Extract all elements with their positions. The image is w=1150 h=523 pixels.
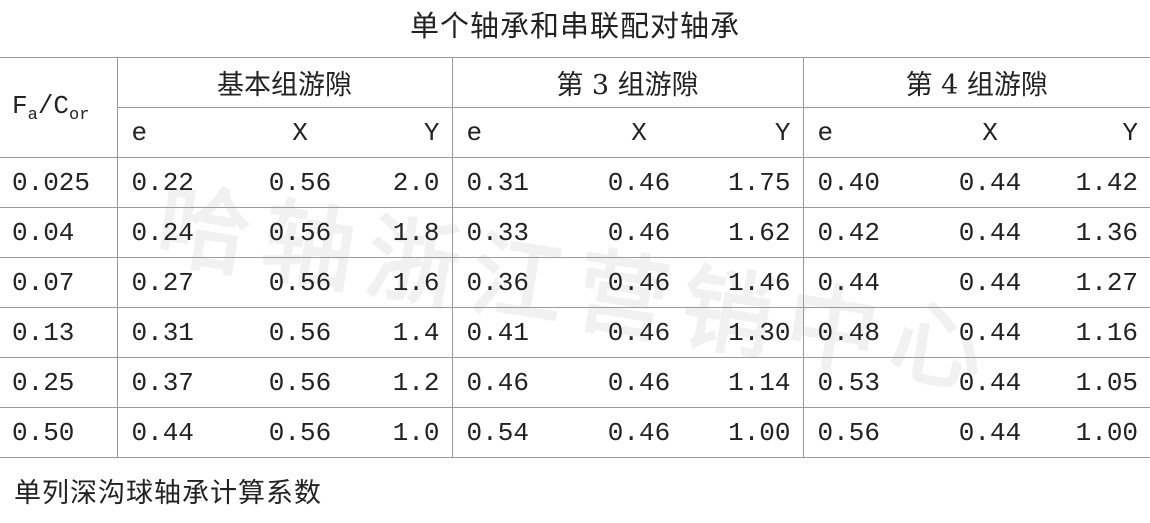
cell: 0.33 xyxy=(451,207,570,258)
cell: 1.46 xyxy=(709,257,804,308)
cell: 0.44 xyxy=(116,407,230,458)
cell: 0.44 xyxy=(920,157,1061,208)
cell: 0.07 xyxy=(0,257,117,308)
cell: 1.62 xyxy=(709,207,804,258)
cell: 0.37 xyxy=(116,357,230,408)
header-row: Fa/Cor 基本组游隙第 3 组游隙第 4 组游隙 xyxy=(0,57,1150,158)
cell: 1.00 xyxy=(1060,407,1150,458)
cell: 0.42 xyxy=(802,207,921,258)
cell: 0.46 xyxy=(569,407,710,458)
subheader: X xyxy=(569,107,710,158)
cell: 0.36 xyxy=(451,257,570,308)
cell: 1.27 xyxy=(1060,257,1150,308)
cell: 0.56 xyxy=(230,157,370,208)
table-title: 单个轴承和串联配对轴承 xyxy=(409,9,740,43)
cell: 1.42 xyxy=(1060,157,1150,208)
subheader: Y xyxy=(1060,107,1150,158)
cell: 0.44 xyxy=(920,257,1061,308)
cell: 0.54 xyxy=(451,407,570,458)
corner-part: or xyxy=(69,105,90,125)
corner-part: a xyxy=(27,105,38,125)
cell: 1.0 xyxy=(370,407,453,458)
subheader: e xyxy=(116,107,230,158)
cell: 0.46 xyxy=(569,207,710,258)
cell: 0.56 xyxy=(230,357,370,408)
data-row: 0.07 0.27 0.56 1.6 0.36 0.46 1.46 0.44 0.44 1.27 xyxy=(0,257,1150,308)
cell: 0.46 xyxy=(569,307,710,358)
data-row: 0.04 0.24 0.56 1.8 0.33 0.46 1.62 0.42 0.44 1.36 xyxy=(0,207,1150,258)
group-header: 基本组游隙 xyxy=(116,57,453,108)
cell: 0.27 xyxy=(116,257,230,308)
cell: 0.24 xyxy=(116,207,230,258)
cell: 0.56 xyxy=(230,307,370,358)
cell: 0.44 xyxy=(920,357,1061,408)
cell: 0.41 xyxy=(451,307,570,358)
cell: 0.40 xyxy=(802,157,921,208)
subheader: X xyxy=(920,107,1061,158)
cell: 1.00 xyxy=(709,407,804,458)
cell: 1.30 xyxy=(709,307,804,358)
cell: 0.56 xyxy=(802,407,921,458)
cell: 2.0 xyxy=(370,157,453,208)
cell: 0.44 xyxy=(920,307,1061,358)
data-row: 0.13 0.31 0.56 1.4 0.41 0.46 1.30 0.48 0.44 1.16 xyxy=(0,307,1150,358)
cell: 0.13 xyxy=(0,307,117,358)
subheader: e xyxy=(802,107,921,158)
cell: 0.31 xyxy=(116,307,230,358)
cell: 0.56 xyxy=(230,257,370,308)
cell: 0.44 xyxy=(920,207,1061,258)
cell: 0.46 xyxy=(569,157,710,208)
subheader: Y xyxy=(709,107,804,158)
cell: 0.48 xyxy=(802,307,921,358)
cell: 0.04 xyxy=(0,207,117,258)
data-row: 0.25 0.37 0.56 1.2 0.46 0.46 1.14 0.53 0.44 1.05 xyxy=(0,357,1150,408)
cell: 1.4 xyxy=(370,307,453,358)
cell: 0.56 xyxy=(230,407,370,458)
cell: 0.025 xyxy=(0,157,117,208)
cell: 1.2 xyxy=(370,357,453,408)
subheader: X xyxy=(230,107,370,158)
cell: 0.53 xyxy=(802,357,921,408)
cell: 0.50 xyxy=(0,407,117,458)
cell: 1.8 xyxy=(370,207,453,258)
corner-part: F xyxy=(12,90,28,121)
caption: 单列深沟球轴承计算系数 xyxy=(14,478,322,509)
subheader: e xyxy=(451,107,570,158)
cell: 0.31 xyxy=(451,157,570,208)
cell: 0.44 xyxy=(802,257,921,308)
cell: 0.46 xyxy=(451,357,570,408)
cell: 0.46 xyxy=(569,257,710,308)
cell: 1.6 xyxy=(370,257,453,308)
cell: 1.05 xyxy=(1060,357,1150,408)
cell: 1.75 xyxy=(709,157,804,208)
group-header: 第 3 组游隙 xyxy=(451,57,804,108)
cell: 1.36 xyxy=(1060,207,1150,258)
corner-header: Fa/Cor xyxy=(0,57,117,158)
cell: 0.46 xyxy=(569,357,710,408)
data-row: 0.50 0.44 0.56 1.0 0.54 0.46 1.00 0.56 0.44 1.00 xyxy=(0,407,1150,458)
group-header: 第 4 组游隙 xyxy=(802,57,1150,108)
cell: 0.22 xyxy=(116,157,230,208)
cell: 1.14 xyxy=(709,357,804,408)
cell: 0.56 xyxy=(230,207,370,258)
cell: 0.44 xyxy=(920,407,1061,458)
cell: 0.25 xyxy=(0,357,117,408)
corner-part: /C xyxy=(37,90,70,121)
cell: 1.16 xyxy=(1060,307,1150,358)
subheader: Y xyxy=(370,107,453,158)
data-row: 0.025 0.22 0.56 2.0 0.31 0.46 1.75 0.40 0.44 1.42 xyxy=(0,157,1150,208)
